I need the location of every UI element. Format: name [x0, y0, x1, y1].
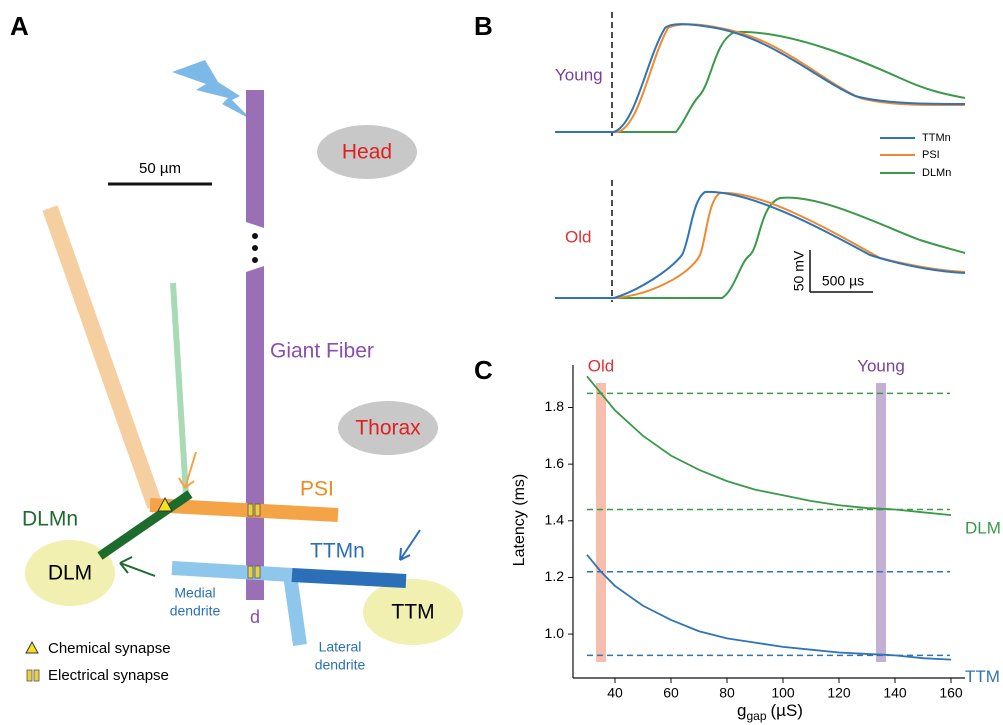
x-tick-label: 160 [939, 685, 963, 701]
trace-dlmn [555, 196, 966, 299]
electrical-synapse [254, 565, 261, 579]
medial-dendrite [171, 561, 293, 582]
arrow [119, 556, 156, 577]
legend-label: Electrical synapse [48, 667, 169, 684]
legend-chemical [25, 640, 39, 654]
dlm-muscle [25, 540, 115, 606]
psi-axon [170, 282, 189, 496]
dlm-label: DLM [48, 562, 92, 585]
ttm-muscle [363, 579, 463, 645]
y-tick-label: 1.8 [545, 398, 565, 414]
panel-label: B [474, 11, 493, 41]
trace-ttmn [555, 190, 966, 299]
dlmn-neuron [97, 490, 193, 560]
scale-label: 50 µm [139, 160, 181, 177]
thorax-label: Thorax [355, 417, 421, 440]
legend-electrical [33, 669, 40, 682]
electrical-synapse [254, 503, 261, 517]
legend-label: PSI [922, 149, 940, 161]
dlmn-axon [42, 205, 163, 509]
legend-electrical [26, 669, 33, 682]
lateral-label: Lateral [319, 639, 362, 655]
head-label: Head [342, 141, 392, 164]
legend-label: Chemical synapse [48, 640, 171, 657]
traces: Young TTMn PSI DLMn Old 50 mV 500 µs [555, 12, 966, 302]
old-label: Old [565, 227, 591, 246]
trace-dlmn [555, 30, 966, 133]
psi-label: PSI [300, 478, 334, 501]
giant-fiber [246, 266, 264, 600]
y-tick-label: 1.0 [545, 625, 565, 641]
y-tick-label: 1.2 [545, 568, 565, 584]
electrical-synapse [247, 565, 254, 579]
y-axis-label: Latency (ms) [511, 474, 528, 566]
young-label: Young [555, 65, 603, 84]
dot [252, 245, 258, 251]
stimulus-bolt [172, 60, 252, 120]
thorax-shape [338, 401, 438, 455]
x-label-main: g [737, 701, 746, 720]
trace-ttmn [555, 23, 966, 133]
arrow [178, 451, 197, 489]
band [876, 383, 886, 662]
trace-psi [555, 191, 966, 299]
head-shape [317, 125, 417, 179]
series-line [586, 375, 952, 517]
ttmn-label: TTMn [310, 540, 365, 563]
x-tick-label: 60 [663, 685, 679, 701]
x-tick-label: 100 [771, 685, 795, 701]
scale-label: 50 mV [791, 250, 807, 291]
dlmn-label: DLMn [22, 508, 78, 531]
panel-label: C [474, 355, 493, 385]
band-label: Old [588, 356, 614, 375]
scale-label: 500 µs [822, 273, 864, 289]
dot [252, 233, 258, 239]
band-label: Young [857, 356, 905, 375]
x-tick-label: 140 [883, 685, 907, 701]
panel-label: A [10, 11, 29, 41]
y-tick-label: 1.4 [545, 511, 565, 527]
electrical-synapse [247, 503, 254, 517]
x-tick-label: 80 [719, 685, 735, 701]
band [596, 383, 606, 662]
giant-fiber-label: Giant Fiber [270, 340, 374, 363]
chemical-synapse [157, 496, 173, 512]
y-tick-label: 1.6 [545, 455, 565, 471]
medial-label: Medial [174, 585, 215, 601]
series-line [586, 554, 952, 661]
legend-label: DLMn [922, 167, 951, 179]
ttmn-neuron [291, 568, 407, 588]
diagram: Head Thorax 50 µm Giant Fiber d PSI DLM … [22, 60, 463, 684]
x-tick-label: 40 [607, 685, 623, 701]
lateral-dendrite [283, 574, 307, 646]
x-tick-label: 120 [827, 685, 851, 701]
x-label-sub: gap [746, 709, 766, 723]
arrow [399, 529, 421, 561]
dot [252, 257, 258, 263]
series-label: DLM [965, 519, 1001, 538]
ttm-label: TTM [391, 601, 434, 624]
x-label-unit: (µS) [771, 701, 803, 720]
latency-chart: Latency (ms) ggap (µS) Old Young 1.0 1.2 1.4 1… [511, 356, 1001, 723]
d-label: d [250, 607, 260, 627]
giant-fiber [246, 90, 264, 228]
x-axis-label: ggap (µS) [737, 701, 803, 723]
psi-neuron [149, 498, 339, 522]
trace-psi [555, 23, 966, 133]
medial-label: dendrite [170, 603, 221, 619]
legend-label: TTMn [922, 132, 951, 144]
series-label: TTM [965, 667, 1000, 686]
lateral-label: dendrite [315, 657, 366, 673]
